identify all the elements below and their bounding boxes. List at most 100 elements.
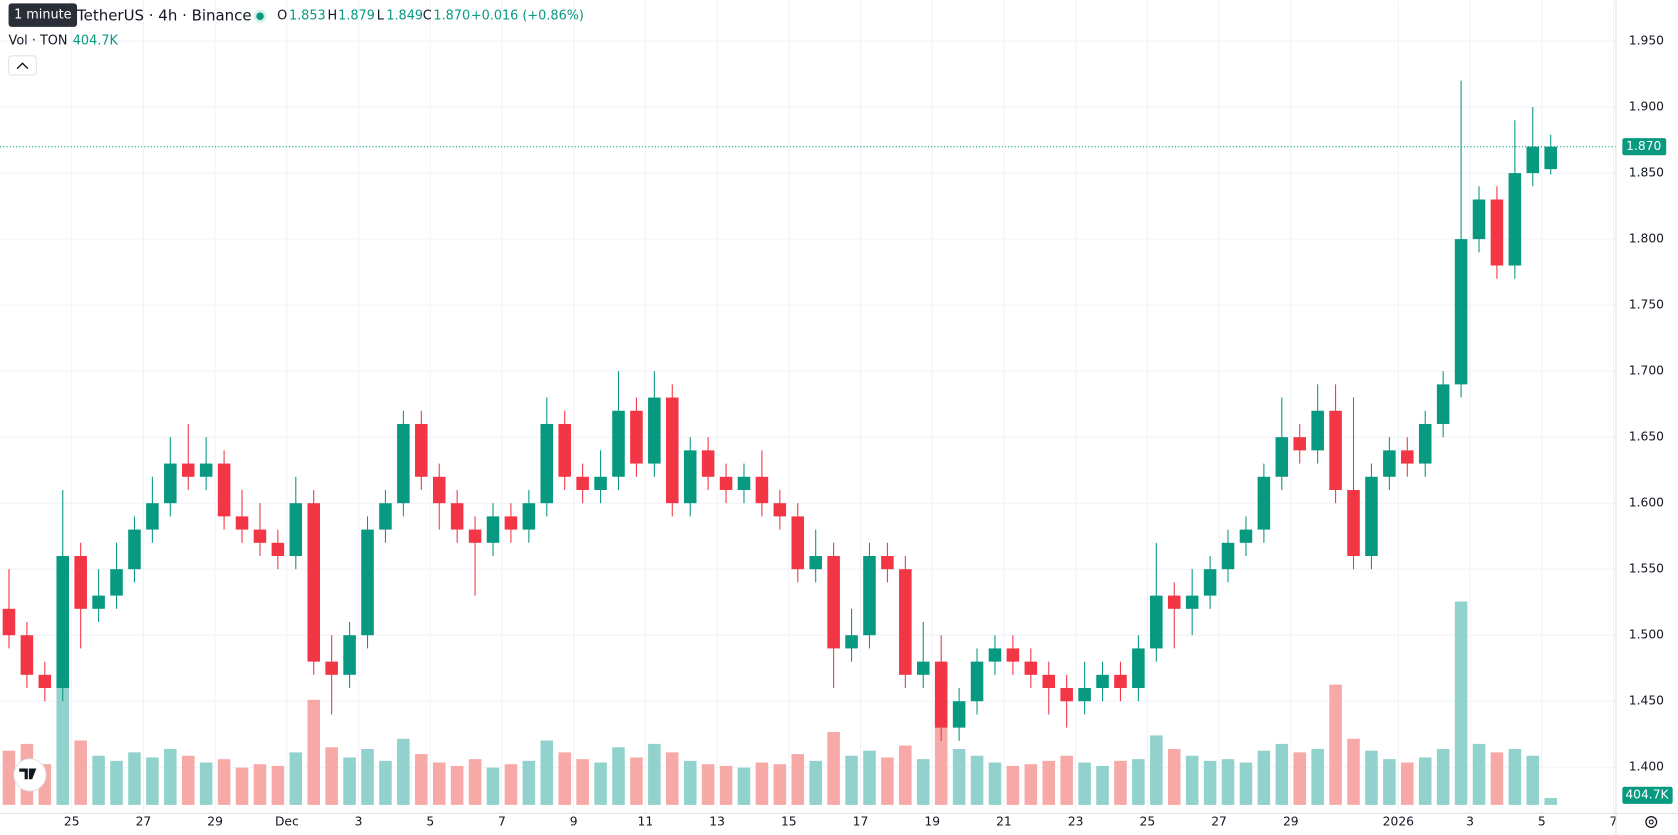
candle-body (432, 476, 446, 504)
low-label: L (377, 9, 385, 24)
volume-bar (863, 750, 876, 805)
last-volume-label: 404.7K (1625, 788, 1669, 802)
symbol-title: TetherUS · 4h · Binance (76, 7, 252, 25)
y-tick-label: 1.650 (1629, 430, 1664, 444)
candle-body (379, 503, 392, 530)
volume-bar (1365, 750, 1378, 805)
volume-bar (343, 757, 356, 805)
volume-bar (1239, 762, 1253, 805)
candle-body (1096, 674, 1109, 689)
candle-body (1114, 674, 1127, 689)
volume-bar (1383, 759, 1396, 805)
x-tick-label: 25 (1140, 815, 1156, 829)
volume-bar (1132, 759, 1145, 805)
collapse-icon (16, 62, 29, 70)
candle-body (253, 529, 267, 543)
volume-bar (666, 752, 679, 805)
y-tick-label: 1.600 (1629, 496, 1664, 510)
candle-body (1329, 410, 1342, 490)
volume-bar (594, 762, 607, 805)
volume-bar (379, 760, 392, 805)
candle-body (1347, 489, 1360, 556)
volume-bar (1096, 765, 1109, 805)
gear-center (1648, 819, 1654, 825)
volume-bar (952, 748, 966, 805)
volume-bar (1401, 762, 1414, 805)
candle-body (1508, 173, 1522, 266)
volume-bar (1544, 798, 1557, 805)
candle-body (970, 661, 984, 702)
candle-body (271, 542, 285, 556)
x-tick-label: 21 (996, 815, 1012, 829)
x-tick-label: 3 (1466, 815, 1474, 829)
volume-bar (522, 760, 536, 805)
x-tick-label: 23 (1068, 815, 1084, 829)
candle-body (863, 555, 876, 636)
volume-bar (1329, 684, 1342, 805)
volume-bar (683, 760, 697, 805)
volume-bar (899, 745, 912, 805)
volume-bar (271, 765, 285, 805)
volume-bar (558, 752, 571, 805)
candle-body (56, 555, 70, 689)
volume-bar (2, 750, 16, 805)
candle-body (1436, 384, 1450, 424)
volume-bar (1024, 764, 1038, 805)
volume-bar (1042, 760, 1056, 805)
collapse-button[interactable] (8, 55, 37, 76)
candle-body (845, 635, 858, 649)
open-label: O (277, 9, 287, 24)
candle-body (952, 701, 966, 728)
settings-icon[interactable] (1645, 816, 1658, 829)
volume-bar (701, 764, 715, 805)
volume-bar (1167, 748, 1181, 805)
volume-bar (325, 747, 338, 805)
volume-bar (361, 748, 374, 805)
candle-body (522, 503, 536, 530)
candle-body (558, 423, 571, 477)
candle-body (110, 569, 123, 596)
volume-bar (1257, 750, 1271, 805)
high-label: H (327, 9, 337, 24)
volume-bar (540, 740, 554, 805)
candle-body (1383, 450, 1396, 477)
candle-body (1401, 450, 1414, 464)
volume-label: Vol · TON (9, 33, 68, 48)
volume-bar (791, 754, 805, 805)
candle-body (1293, 437, 1307, 451)
volume-bar (1275, 743, 1289, 805)
logo[interactable] (13, 758, 47, 792)
x-tick-label: 3 (355, 815, 363, 829)
candle-body (988, 648, 1002, 662)
x-tick-label: 9 (570, 815, 578, 829)
volume-bar (881, 757, 894, 805)
candle-body (74, 555, 87, 609)
candle-body (1167, 595, 1181, 609)
candle-body (666, 397, 679, 504)
volume-bar (1150, 735, 1163, 805)
volume-bar (630, 757, 643, 805)
x-tick-label: 15 (781, 815, 797, 829)
candle-body (128, 529, 141, 570)
volume-bar (916, 759, 930, 805)
candle-body (38, 674, 52, 689)
candle-body (809, 555, 822, 570)
x-tick-label: 11 (638, 815, 654, 829)
candle-body (773, 503, 787, 517)
candle-body (1311, 410, 1324, 451)
candle-body (486, 516, 500, 543)
legend: TetherUS · 4h · Binance O 1.853 H 1.879 … (8, 7, 584, 76)
x-tick-label: 29 (1283, 815, 1299, 829)
y-tick-label: 1.700 (1629, 364, 1664, 378)
candle-body (2, 608, 16, 636)
candle-body (1042, 674, 1056, 689)
volume-bar (719, 765, 733, 805)
volume-bar (1221, 759, 1235, 805)
x-tick-label: 17 (853, 815, 869, 829)
candle-body (1257, 476, 1271, 530)
candle-body (504, 516, 518, 530)
y-tick-label: 1.750 (1629, 298, 1664, 312)
volume-bar (1311, 748, 1324, 805)
volume-bar (1006, 765, 1020, 805)
